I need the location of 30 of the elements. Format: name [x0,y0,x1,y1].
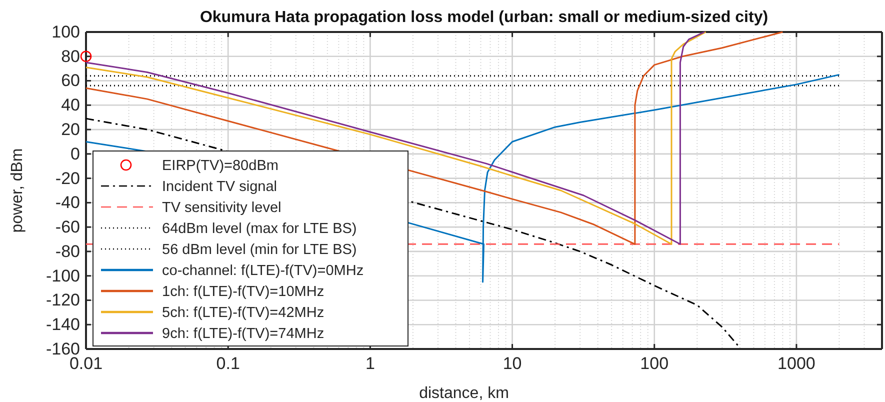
y-tick-label: -20 [55,168,80,188]
legend-label: 64dBm level (max for LTE BS) [162,221,357,237]
y-tick-label: 100 [52,22,80,42]
y-tick-label: -40 [55,193,80,212]
x-tick-label: 1000 [778,354,816,374]
x-axis-title: distance, km [419,385,509,402]
x-tick-label: 10 [502,354,522,374]
y-tick-label: 0 [70,144,80,164]
legend-label: 1ch: f(LTE)-f(TV)=10MHz [162,284,324,300]
legend-label: co-channel: f(LTE)-f(TV)=0MHz [162,263,364,279]
chart-title: Okumura Hata propagation loss model (urban: small or medium-sized city) [200,9,768,26]
y-tick-label: 80 [61,46,80,66]
legend-label: Incident TV signal [162,179,277,195]
y-tick-label: -140 [46,315,80,334]
legend-label: TV sensitivity level [162,200,282,216]
x-tick-label: 0.1 [216,354,240,374]
x-tick-label: 100 [640,354,669,374]
legend-label: 9ch: f(LTE)-f(TV)=74MHz [162,326,324,342]
y-tick-label: -120 [46,290,80,310]
y-tick-label: 40 [61,96,80,115]
y-tick-label: -100 [46,266,80,286]
x-tick-label: 1 [365,354,375,374]
legend-label: EIRP(TV)=80dBm [162,158,278,174]
y-tick-label: 20 [61,120,80,139]
y-axis-title: power, dBm [9,148,26,233]
y-tick-label: -80 [55,242,80,261]
legend-label: 5ch: f(LTE)-f(TV)=42MHz [162,305,324,321]
legend-label: 56 dBm level (min for LTE BS) [162,242,357,258]
y-tick-label: -60 [55,218,80,237]
y-tick-label: 60 [61,71,80,90]
